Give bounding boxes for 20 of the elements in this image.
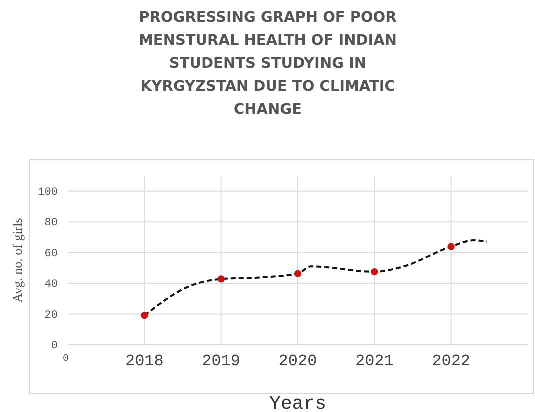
- point: [141, 312, 148, 320]
- point: [448, 243, 455, 250]
- y-tick-label: 80: [44, 218, 58, 230]
- y-tick-label: 40: [44, 279, 58, 292]
- point: [371, 268, 378, 276]
- x-tick-label: 2018: [125, 352, 164, 371]
- x-tick-label: 2020: [278, 352, 318, 371]
- point: [294, 270, 302, 278]
- x-axis-title: Years: [269, 393, 327, 412]
- chart-title: PROGRESSING GRAPH OF POOR MENSTURAL HEALTH OF INDIAN STUDENTS STUDYING IN KYRGYZSTAN DUE TO CLIMATIC CHANGE: [138, 10, 398, 118]
- y-tick-label: 0: [51, 340, 58, 353]
- y-tick-label: 20: [44, 310, 58, 322]
- y-tick-label: 100: [38, 186, 58, 199]
- x-tick-label: 2021: [355, 352, 394, 371]
- y-tick-label: 60: [44, 248, 58, 260]
- text: 0: [62, 354, 70, 365]
- y-axis-title: Avg. no. of girls: [10, 218, 25, 303]
- point: [218, 276, 225, 283]
- x-tick-label: 2022: [432, 352, 471, 371]
- x-tick-label: 2019: [202, 352, 241, 371]
